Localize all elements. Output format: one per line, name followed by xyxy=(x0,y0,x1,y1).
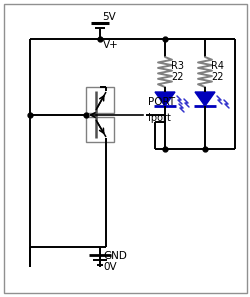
Text: R4: R4 xyxy=(210,61,223,71)
Text: V+: V+ xyxy=(102,40,118,50)
Text: 0V: 0V xyxy=(102,262,116,272)
Text: PORT: PORT xyxy=(148,97,174,107)
FancyBboxPatch shape xyxy=(4,4,246,293)
Text: 22: 22 xyxy=(210,72,222,82)
Text: GND: GND xyxy=(102,251,126,261)
Text: R3: R3 xyxy=(170,61,183,71)
Polygon shape xyxy=(194,92,214,106)
Text: 22: 22 xyxy=(170,72,183,82)
Text: 5V: 5V xyxy=(102,12,115,22)
FancyBboxPatch shape xyxy=(86,117,114,142)
FancyBboxPatch shape xyxy=(86,87,114,113)
Text: Iport: Iport xyxy=(148,113,170,123)
Polygon shape xyxy=(154,92,174,106)
